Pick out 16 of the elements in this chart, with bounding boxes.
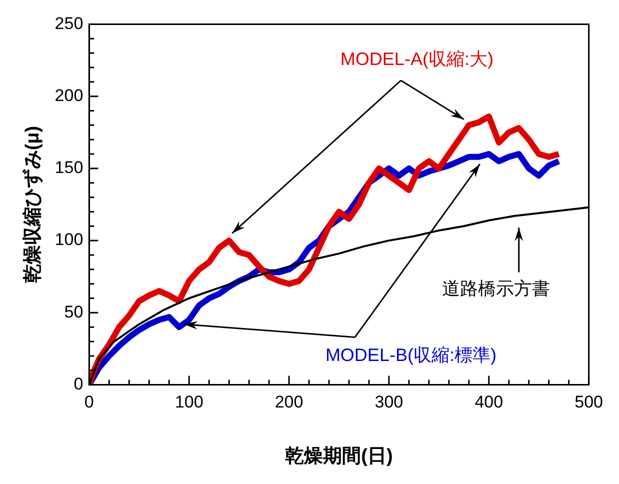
- x-tick-label: 300: [374, 392, 404, 412]
- y-tick-label: 100: [54, 230, 84, 250]
- y-tick-label: 0: [74, 374, 84, 394]
- y-tick-label: 250: [54, 14, 84, 33]
- y-axis-title: 乾燥収縮ひずみ(μ): [22, 126, 44, 284]
- y-tick-label: 50: [64, 302, 84, 322]
- x-axis-title: 乾燥期間(日): [285, 446, 393, 467]
- text: MODEL-B(収縮:標準): [325, 344, 496, 365]
- y-tick-label: 150: [54, 158, 84, 178]
- x-tick-label: 500: [574, 392, 604, 412]
- text: 道路橋示方書: [442, 278, 550, 299]
- text: MODEL-A(収縮:大): [340, 49, 494, 70]
- y-tick-label: 200: [54, 86, 84, 106]
- x-tick-label: 200: [274, 392, 304, 412]
- x-tick-label: 400: [474, 392, 504, 412]
- x-tick-label: 100: [174, 392, 204, 412]
